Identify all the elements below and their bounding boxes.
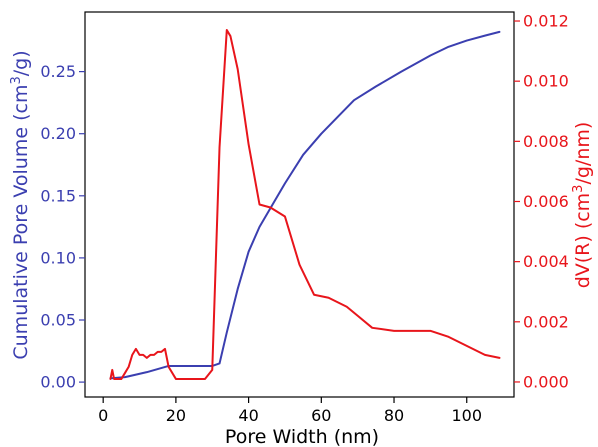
left-tick-label: 0.00 [40, 373, 76, 392]
right-tick-label: 0.008 [523, 132, 569, 151]
dv-r-series-line [109, 29, 501, 380]
left-tick-label: 0.20 [40, 124, 76, 143]
right-axis-label: dV(R) (cm3/g/nm) [571, 122, 594, 289]
x-tick-label: 20 [166, 406, 186, 425]
x-axis-ticks: 0 20 40 60 80 100 [98, 397, 482, 425]
left-tick-label: 0.05 [40, 311, 76, 330]
cumulative-volume-series-line [109, 30, 501, 380]
right-tick-label: 0.012 [523, 12, 569, 31]
right-axis-ticks: 0.000 0.002 0.004 0.006 0.008 0.010 0.012 [514, 12, 569, 391]
left-tick-label: 0.10 [40, 248, 76, 267]
x-tick-label: 40 [238, 406, 258, 425]
plot-frame [84, 11, 515, 398]
x-tick-label: 0 [98, 406, 108, 425]
x-axis-label: Pore Width (nm) [225, 426, 379, 447]
right-tick-label: 0.010 [523, 72, 569, 91]
left-tick-label: 0.15 [40, 186, 76, 205]
x-tick-label: 80 [384, 406, 404, 425]
x-tick-label: 60 [311, 406, 331, 425]
right-tick-label: 0.002 [523, 312, 569, 331]
right-tick-label: 0.004 [523, 252, 569, 271]
right-tick-label: 0.006 [523, 192, 569, 211]
left-tick-label: 0.25 [40, 62, 76, 81]
left-axis-ticks: 0.00 0.05 0.10 0.15 0.20 0.25 [40, 62, 85, 392]
data-series [109, 29, 501, 380]
left-axis-label: Cumulative Pore Volume (cm3/g) [9, 50, 32, 359]
x-tick-label: 100 [451, 406, 482, 425]
right-tick-label: 0.000 [523, 372, 569, 391]
